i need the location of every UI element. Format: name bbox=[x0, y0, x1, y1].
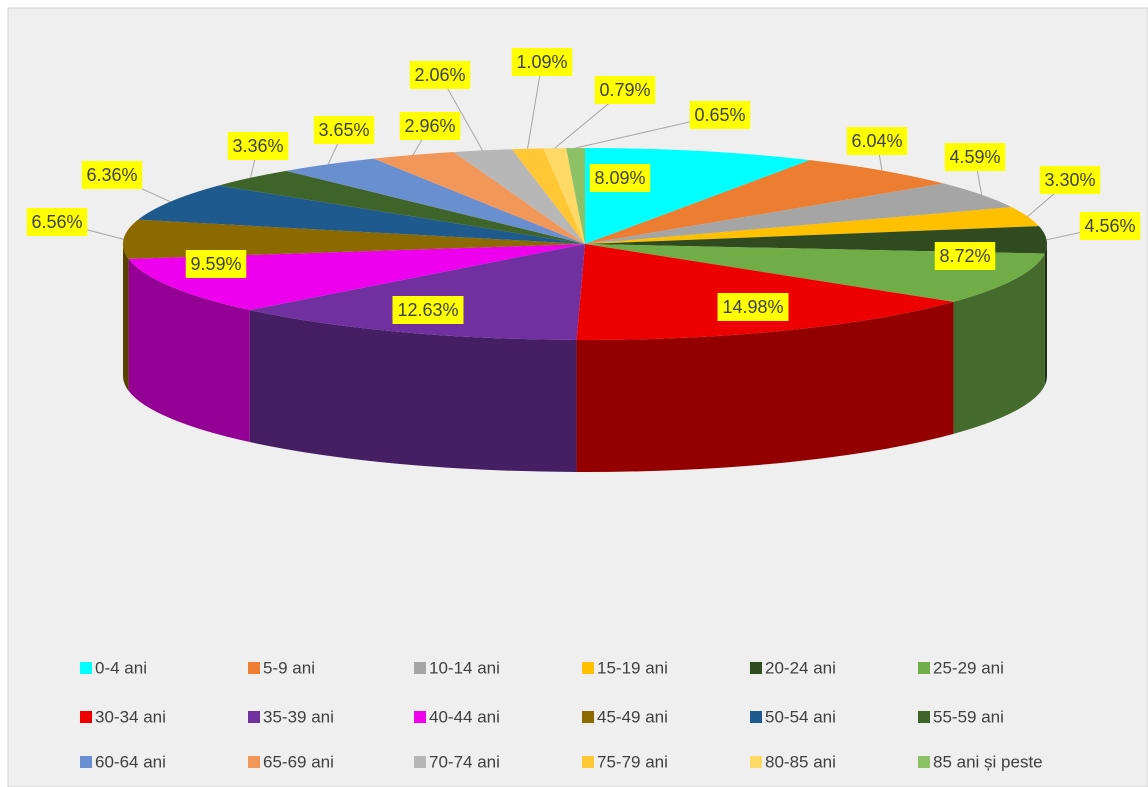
legend-label: 70-74 ani bbox=[429, 752, 500, 771]
legend-swatch bbox=[750, 711, 762, 723]
legend-swatch bbox=[80, 756, 92, 768]
slice-side bbox=[576, 301, 954, 473]
legend-label: 80-85 ani bbox=[765, 752, 836, 771]
legend-swatch bbox=[582, 756, 594, 768]
leader-line bbox=[527, 61, 543, 149]
data-label: 3.30% bbox=[1044, 170, 1095, 190]
legend-label: 65-69 ani bbox=[263, 752, 334, 771]
data-label: 8.72% bbox=[939, 246, 990, 266]
legend-swatch bbox=[80, 662, 92, 674]
legend-swatch bbox=[918, 756, 930, 768]
legend-swatch bbox=[248, 756, 260, 768]
slice bbox=[286, 158, 585, 244]
legend-label: 75-79 ani bbox=[597, 752, 668, 771]
legend-label: 5-9 ani bbox=[263, 658, 315, 677]
legend-swatch bbox=[582, 662, 594, 674]
slice bbox=[585, 207, 1039, 244]
label-box bbox=[409, 61, 471, 89]
label-box bbox=[689, 101, 751, 129]
legend-swatch bbox=[414, 756, 426, 768]
legend-swatch bbox=[80, 711, 92, 723]
legend-label: 25-29 ani bbox=[933, 658, 1004, 677]
data-label: 12.63% bbox=[397, 300, 458, 320]
label-box bbox=[399, 112, 461, 140]
slice bbox=[566, 148, 585, 244]
data-label: 0.65% bbox=[694, 105, 745, 125]
legend-swatch bbox=[248, 711, 260, 723]
data-label: 6.04% bbox=[851, 131, 902, 151]
legend-swatch bbox=[918, 711, 930, 723]
slice bbox=[576, 244, 954, 341]
slice bbox=[585, 244, 1045, 302]
slice bbox=[511, 148, 585, 244]
legend-swatch bbox=[248, 662, 260, 674]
label-box bbox=[934, 242, 996, 270]
data-label: 2.06% bbox=[414, 65, 465, 85]
label-box bbox=[185, 250, 247, 278]
legend-swatch bbox=[750, 662, 762, 674]
label-box bbox=[589, 164, 651, 192]
slice bbox=[453, 149, 585, 244]
slice-side bbox=[249, 310, 577, 472]
legend-label: 50-54 ani bbox=[765, 707, 836, 726]
slice bbox=[543, 148, 585, 244]
slice bbox=[585, 226, 1047, 254]
label-box bbox=[392, 296, 464, 324]
data-label: 4.56% bbox=[1084, 216, 1135, 236]
legend-swatch bbox=[414, 711, 426, 723]
slice-side bbox=[1044, 244, 1047, 386]
data-label: 6.36% bbox=[86, 165, 137, 185]
label-box bbox=[594, 76, 656, 104]
data-label: 0.79% bbox=[599, 80, 650, 100]
legend-label: 85 ani și peste bbox=[933, 752, 1043, 771]
slice bbox=[218, 170, 586, 244]
label-box bbox=[944, 143, 1006, 171]
slice bbox=[138, 185, 586, 244]
label-box bbox=[846, 127, 908, 155]
legend-label: 55-59 ani bbox=[933, 707, 1004, 726]
label-box bbox=[313, 116, 375, 144]
data-label: 3.65% bbox=[318, 120, 369, 140]
data-label: 8.09% bbox=[594, 168, 645, 188]
label-box bbox=[26, 208, 88, 236]
legend-label: 20-24 ani bbox=[765, 658, 836, 677]
legend-swatch bbox=[414, 662, 426, 674]
slice bbox=[249, 244, 585, 340]
slice-side bbox=[128, 258, 250, 443]
data-label: 6.56% bbox=[31, 212, 82, 232]
legend-label: 0-4 ani bbox=[95, 658, 147, 677]
slice bbox=[585, 160, 944, 244]
legend-label: 35-39 ani bbox=[263, 707, 334, 726]
slice bbox=[585, 183, 1012, 244]
slice bbox=[373, 151, 585, 244]
data-label: 9.59% bbox=[190, 254, 241, 274]
label-box bbox=[1079, 212, 1141, 240]
data-label: 3.36% bbox=[232, 136, 283, 156]
data-label: 2.96% bbox=[404, 116, 455, 136]
data-label: 4.59% bbox=[949, 147, 1000, 167]
label-box bbox=[1039, 166, 1101, 194]
legend-swatch bbox=[750, 756, 762, 768]
slice bbox=[122, 219, 585, 259]
legend-label: 30-34 ani bbox=[95, 707, 166, 726]
label-box bbox=[717, 293, 789, 321]
legend-label: 60-64 ani bbox=[95, 752, 166, 771]
label-box bbox=[511, 48, 573, 76]
legend-swatch bbox=[918, 662, 930, 674]
label-box bbox=[81, 161, 143, 189]
legend-label: 15-19 ani bbox=[597, 658, 668, 677]
slice-side bbox=[953, 253, 1045, 434]
label-box bbox=[227, 132, 289, 160]
data-label: 14.98% bbox=[722, 297, 783, 317]
legend-swatch bbox=[582, 711, 594, 723]
data-label: 1.09% bbox=[516, 52, 567, 72]
slice-side bbox=[123, 244, 129, 391]
legend-label: 45-49 ani bbox=[597, 707, 668, 726]
legend-label: 10-14 ani bbox=[429, 658, 500, 677]
legend-label: 40-44 ani bbox=[429, 707, 500, 726]
